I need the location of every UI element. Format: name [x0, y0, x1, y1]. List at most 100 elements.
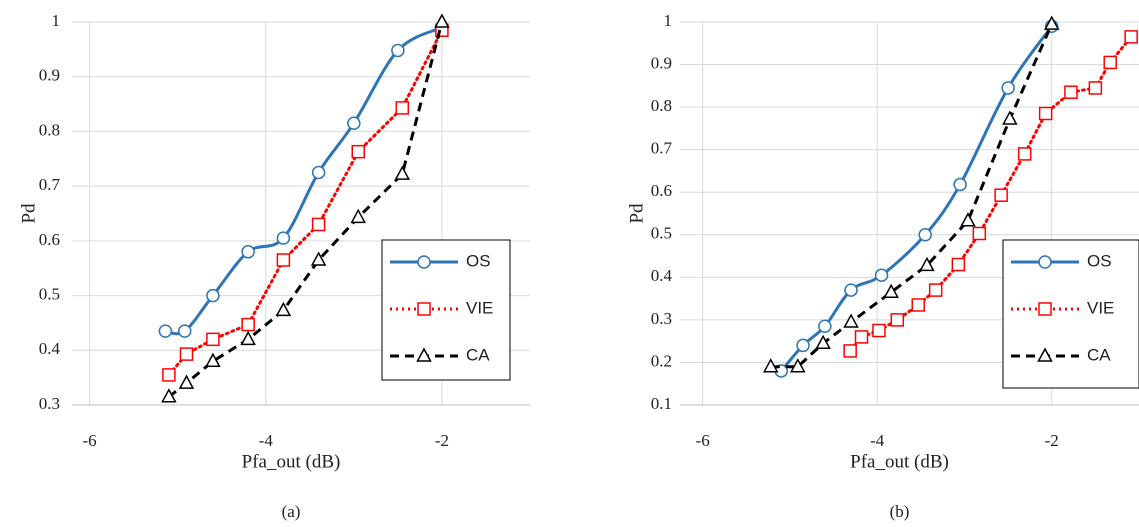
legend-marker — [1037, 347, 1053, 362]
legend-marker — [416, 347, 432, 362]
marker — [1002, 110, 1018, 125]
series-line — [770, 23, 1054, 369]
marker — [911, 298, 925, 312]
y-tick-label: 1 — [664, 11, 673, 30]
marker — [158, 324, 173, 338]
marker — [918, 228, 932, 242]
y-tick-label: 0.8 — [39, 120, 60, 139]
marker — [391, 43, 405, 58]
marker — [311, 165, 326, 180]
marker — [818, 319, 832, 334]
x-tick-label: -6 — [83, 431, 97, 450]
marker — [241, 317, 255, 332]
marker — [275, 301, 292, 317]
legend-label: VIE — [466, 298, 493, 317]
y-tick-label: 0.5 — [39, 284, 60, 303]
marker — [1124, 30, 1138, 44]
y-tick-label: 0.9 — [39, 66, 60, 85]
marker — [205, 352, 221, 367]
marker — [919, 256, 935, 272]
marker — [883, 283, 899, 298]
marker — [178, 374, 195, 389]
marker — [162, 368, 176, 382]
legend-marker — [417, 255, 431, 269]
x-tick-label: -2 — [435, 431, 449, 450]
marker — [1064, 85, 1078, 99]
marker — [928, 283, 943, 297]
y-axis-title: Pd — [626, 203, 647, 224]
y-tick-label: 0.7 — [651, 139, 673, 158]
marker — [311, 217, 326, 232]
y-tick-label: 0.8 — [651, 96, 672, 115]
legend-label: VIE — [1087, 298, 1114, 317]
marker — [351, 144, 365, 159]
marker — [347, 116, 361, 130]
marker — [843, 344, 857, 358]
marker — [310, 251, 327, 266]
legend-marker — [1038, 255, 1052, 269]
marker — [790, 358, 806, 373]
marker — [395, 101, 410, 115]
legend-label: CA — [466, 345, 490, 364]
marker — [241, 245, 255, 259]
marker — [872, 323, 886, 338]
marker — [1017, 147, 1032, 161]
marker — [1088, 81, 1103, 95]
marker — [179, 347, 194, 361]
marker — [815, 334, 831, 350]
y-axis-title: Pd — [18, 203, 39, 224]
caption: (b) — [890, 502, 910, 521]
x-tick-label: -2 — [1045, 431, 1059, 450]
marker — [161, 388, 177, 403]
caption: (a) — [282, 502, 301, 521]
legend-marker — [1038, 302, 1052, 316]
marker — [1038, 106, 1053, 121]
marker — [844, 283, 858, 297]
x-tick-label: -4 — [259, 431, 274, 450]
marker — [1001, 81, 1015, 95]
legend-marker — [417, 302, 431, 316]
y-tick-label: 1 — [52, 11, 61, 30]
x-axis-title: Pfa_out (dB) — [242, 451, 341, 472]
marker — [960, 212, 976, 227]
marker — [951, 257, 966, 272]
y-tick-label: 0.9 — [651, 53, 672, 72]
y-tick-label: 0.4 — [39, 339, 61, 358]
marker — [434, 13, 450, 28]
y-tick-label: 0.6 — [39, 230, 60, 249]
marker — [953, 177, 967, 192]
y-tick-label: 0.7 — [39, 175, 61, 194]
marker — [350, 208, 367, 224]
y-tick-label: 0.3 — [39, 394, 60, 413]
marker — [276, 231, 291, 245]
y-tick-label: 0.4 — [651, 266, 673, 285]
marker — [854, 330, 869, 344]
y-tick-label: 0.1 — [651, 394, 672, 413]
marker — [206, 332, 220, 347]
y-tick-label: 0.6 — [651, 181, 672, 200]
marker — [240, 330, 256, 346]
marker — [394, 165, 411, 180]
y-tick-label: 0.2 — [651, 351, 672, 370]
marker — [890, 313, 905, 327]
marker — [206, 288, 220, 303]
marker — [994, 188, 1008, 202]
marker — [796, 338, 810, 353]
marker — [874, 268, 889, 282]
marker — [843, 313, 859, 328]
marker — [1103, 55, 1117, 70]
x-tick-label: -6 — [696, 431, 710, 450]
legend-box — [1002, 239, 1139, 389]
marker — [276, 253, 291, 267]
y-tick-label: 0.5 — [651, 224, 672, 243]
x-axis-title: Pfa_out (dB) — [850, 451, 949, 472]
x-tick-label: -4 — [870, 431, 885, 450]
legend-label: OS — [466, 251, 491, 270]
marker — [177, 324, 192, 338]
y-tick-label: 0.3 — [651, 309, 672, 328]
marker — [762, 358, 779, 373]
legend-label: CA — [1087, 345, 1111, 364]
marker — [1043, 15, 1060, 30]
